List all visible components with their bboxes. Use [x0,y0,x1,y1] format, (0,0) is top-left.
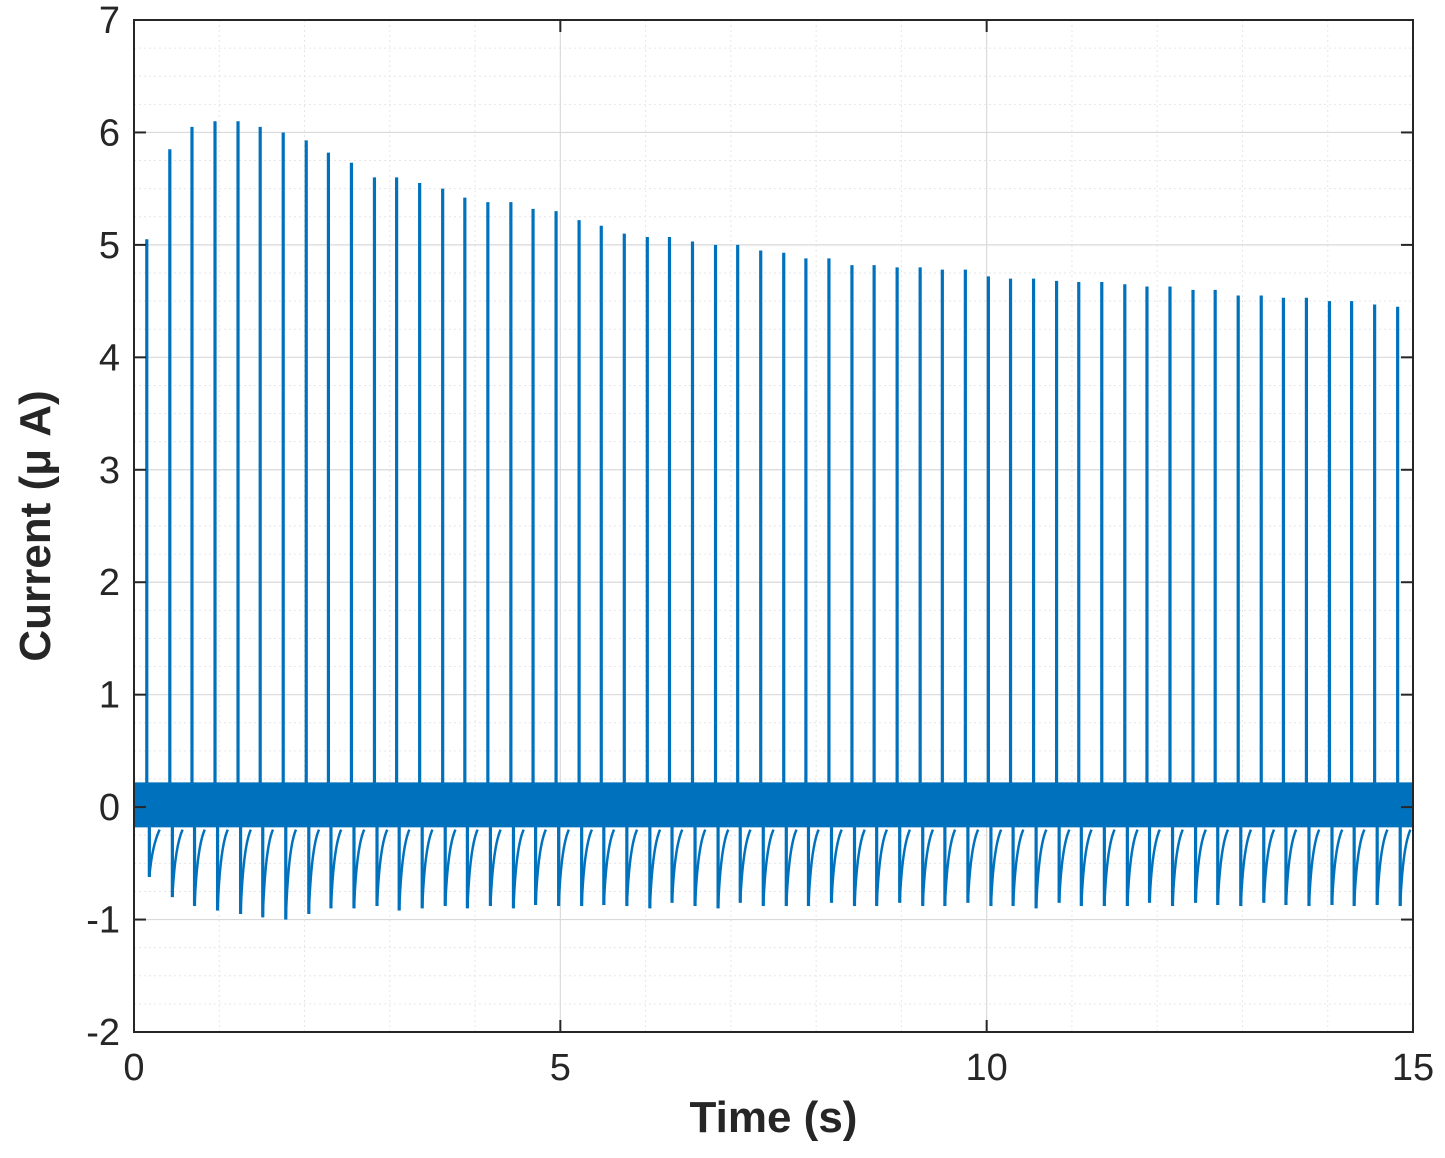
series-current [134,121,1413,920]
current-recovery [1080,829,1093,907]
y-tick-label: 2 [99,562,120,604]
axes-box [133,19,1414,1033]
current-recovery [830,829,843,903]
current-recovery [989,829,1003,907]
current-recovery [943,829,957,907]
current-recovery [1375,829,1389,905]
current-recovery [397,829,411,911]
current-recovery [693,829,707,907]
current-recovery [284,829,298,920]
y-tick-label: 5 [99,225,120,267]
current-recovery [443,829,457,907]
current-recovery [193,829,206,907]
y-tick-label: -1 [86,900,120,942]
current-recovery [171,829,184,898]
current-recovery [1034,829,1048,909]
current-recovery [1011,829,1025,907]
current-recovery [1171,829,1184,907]
current-recovery [329,829,343,909]
current-recovery [148,829,161,877]
y-tick-label: 0 [99,787,120,829]
current-recovery [807,829,820,907]
current-recovery [1148,829,1161,903]
axes-frame [133,19,1414,1033]
current-recovery [716,829,730,909]
current-recovery [420,829,434,909]
current-recovery [602,829,616,905]
y-tick-label: 1 [99,675,120,717]
current-recovery [1284,829,1298,905]
current-recovery [216,829,229,911]
y-tick-label: 3 [99,450,120,492]
x-tick-label: 5 [550,1047,571,1089]
current-recovery [466,829,479,909]
y-tick-label: 4 [99,337,120,379]
y-tick-label: 6 [99,112,120,154]
current-recovery [580,829,594,907]
y-tick-label: -2 [86,1012,120,1054]
current-recovery [1239,829,1253,907]
current-recovery [1330,829,1344,905]
current-recovery [512,829,525,909]
current-recovery [1352,829,1366,907]
current-recovery [1103,829,1116,907]
current-recovery [261,829,275,918]
current-recovery [670,829,684,903]
current-recovery [648,829,662,909]
y-tick-label: 7 [99,0,120,42]
current-recovery [352,829,366,909]
current-recovery [1307,829,1321,907]
x-tick-label: 0 [123,1047,144,1089]
x-tick-label: 10 [966,1047,1008,1089]
y-axis-title: Current (μ A) [11,390,60,661]
current-recovery [307,829,321,914]
current-recovery [1216,829,1230,905]
current-recovery [1057,829,1071,903]
current-recovery [1126,829,1139,907]
baseline-noise-band [134,782,1413,828]
current-recovery [785,829,798,907]
current-recovery [1194,829,1207,903]
current-recovery [489,829,502,907]
x-tick-label: 15 [1392,1047,1434,1089]
current-recovery [375,829,389,907]
current-recovery [921,829,935,907]
current-recovery [762,829,775,907]
ticks [133,19,1414,1033]
current-recovery [1262,829,1276,903]
current-recovery [1398,829,1412,907]
current-recovery [239,829,252,914]
current-recovery [738,829,752,903]
current-recovery [625,829,639,907]
current-recovery [853,829,866,907]
current-recovery [966,829,980,903]
current-recovery [557,829,571,907]
current-recovery [534,829,547,905]
tick-labels: 0 5 10 15 -2 -1 0 1 2 3 4 5 6 7 [86,0,1434,1089]
x-axis-title: Time (s) [690,1093,858,1142]
current-recovery [875,829,889,907]
current-recovery [898,829,912,903]
